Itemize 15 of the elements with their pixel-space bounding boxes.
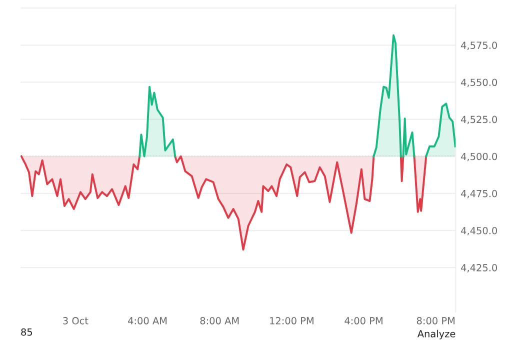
x-tick-label: 8:00 PM (416, 317, 454, 324)
y-tick-label: 4,525.0 (461, 116, 498, 124)
y-tick-label: 4,450.0 (461, 226, 498, 236)
x-tick-label: 4:00 PM (344, 317, 382, 324)
x-tick-label: 3 Oct (63, 317, 88, 324)
text: 85 (21, 328, 32, 336)
x-tick-label: 4:00 AM (128, 317, 167, 324)
y-tick-label: 4,500.0 (461, 152, 498, 162)
x-tick-label: 8:00 AM (200, 317, 239, 324)
y-tick-label: 4,575.0 (461, 42, 498, 50)
y-tick-label: 4,425.0 (461, 264, 498, 272)
y-tick-label: 4,550.0 (461, 78, 498, 88)
x-tick-label: 12:00 PM (270, 317, 314, 324)
y-tick-label: 4,475.0 (461, 190, 498, 198)
text: Analyze (417, 330, 456, 340)
